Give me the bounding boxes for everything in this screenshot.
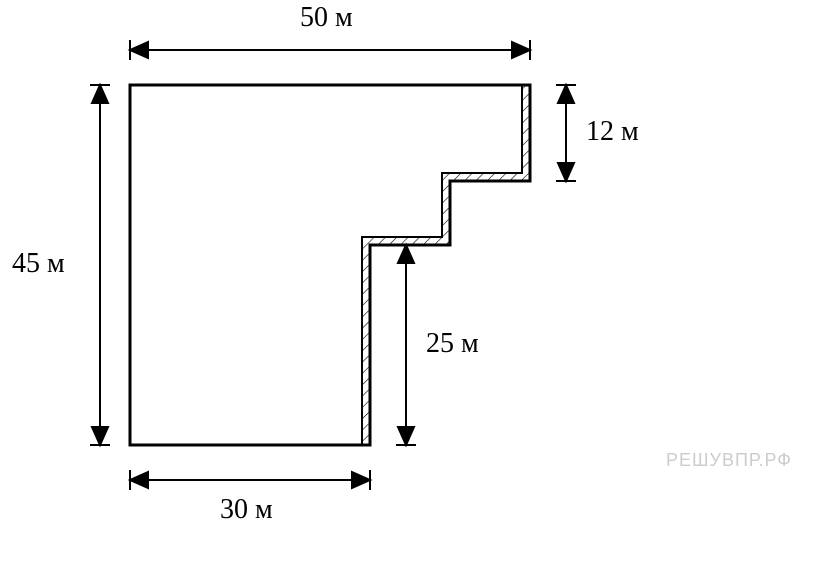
watermark: РЕШУВПР.РФ (666, 450, 792, 471)
label-top: 50 м (300, 2, 353, 34)
dim-right (556, 85, 576, 181)
diagram-canvas: 50 м 45 м 12 м 25 м 30 м РЕШУВПР.РФ (0, 0, 828, 567)
label-inner-vertical: 25 м (426, 328, 479, 360)
inner-wall-line (362, 85, 522, 445)
outer-outline (130, 85, 530, 445)
label-bottom: 30 м (220, 494, 273, 526)
wall-hatch (362, 85, 530, 445)
label-right: 12 м (586, 116, 639, 148)
dim-bottom (130, 470, 370, 490)
dim-left (90, 85, 110, 445)
dim-inner-vertical (396, 245, 416, 445)
diagram-svg (0, 0, 828, 567)
label-left: 45 м (12, 248, 65, 280)
dim-top (130, 40, 530, 60)
